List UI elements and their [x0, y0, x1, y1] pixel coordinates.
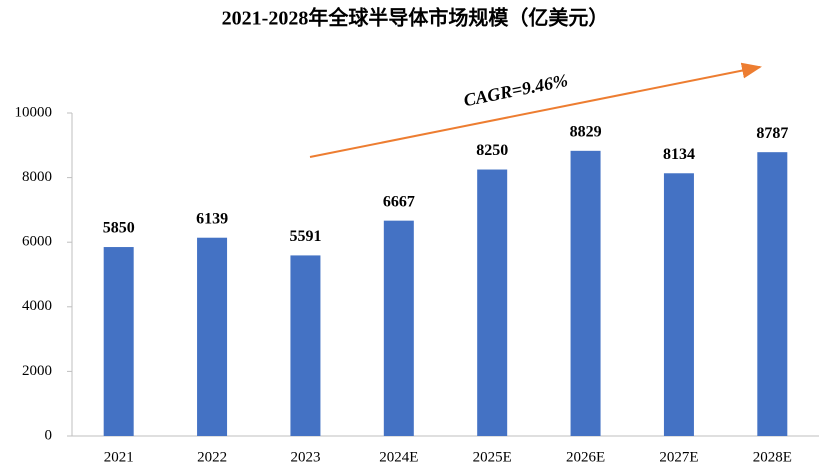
bar	[757, 152, 788, 436]
y-tick-label: 4000	[22, 298, 52, 314]
x-tick-label: 2028E	[753, 449, 792, 465]
value-label: 8787	[756, 125, 788, 142]
x-tick-label: 2027E	[659, 449, 698, 465]
x-tick-label: 2025E	[473, 449, 512, 465]
y-tick-label: 8000	[22, 169, 52, 185]
value-label: 6667	[383, 193, 415, 210]
chart-title: 2021-2028年全球半导体市场规模（亿美元）	[222, 6, 609, 30]
value-label: 5850	[103, 220, 135, 237]
y-tick-label: 6000	[22, 234, 52, 250]
x-tick-label: 2021	[104, 449, 134, 465]
x-tick-label: 2023	[290, 449, 320, 465]
x-tick-label: 2026E	[566, 449, 605, 465]
y-tick-label: 10000	[15, 104, 53, 120]
bar	[103, 247, 134, 436]
x-tick-label: 2024E	[379, 449, 418, 465]
bar	[383, 220, 414, 436]
y-tick-label: 2000	[22, 363, 52, 379]
bar	[663, 173, 694, 437]
y-tick-label: 0	[45, 427, 53, 443]
value-label: 8250	[476, 142, 508, 159]
value-label: 8829	[570, 123, 602, 140]
bar	[570, 150, 601, 436]
bar	[197, 237, 228, 436]
trend-arrow	[309, 62, 762, 158]
x-tick-label: 2022	[197, 449, 227, 465]
bar	[477, 169, 508, 436]
value-label: 8134	[663, 146, 695, 163]
annotation: CAGR=9.46%	[462, 70, 570, 110]
value-label: 6139	[196, 210, 228, 227]
value-label: 5591	[289, 228, 321, 245]
bar	[290, 255, 321, 436]
